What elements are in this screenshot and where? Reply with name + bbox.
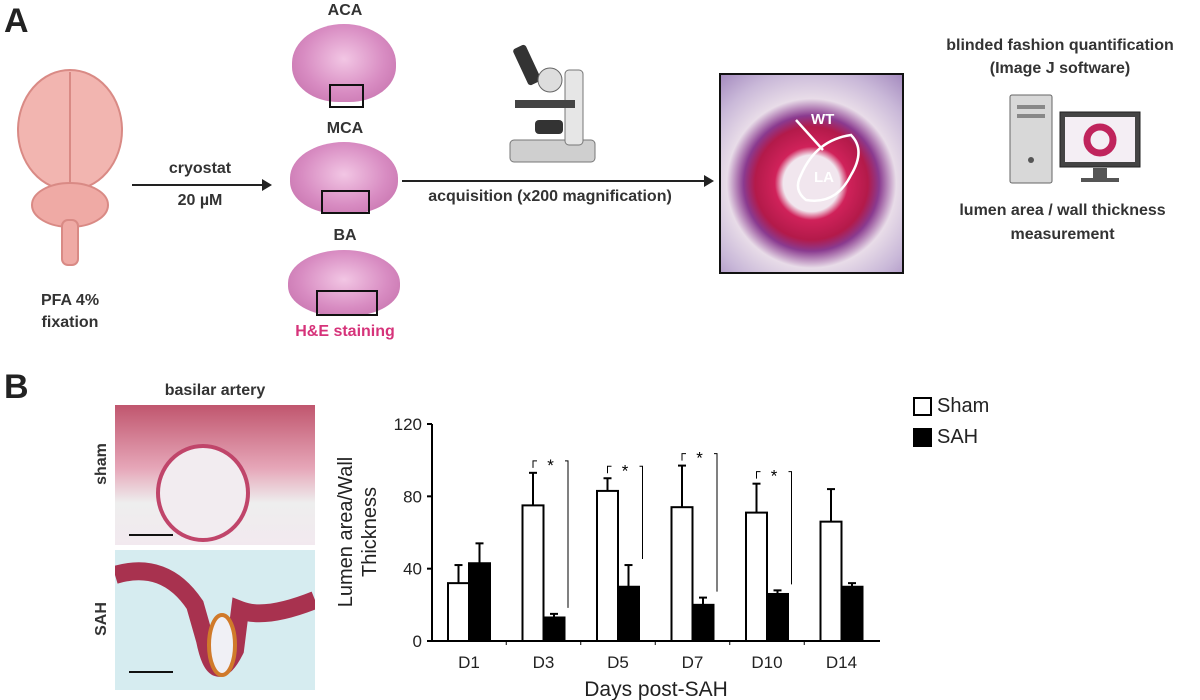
- acquisition-label: acquisition (x200 magnification): [428, 188, 672, 205]
- panel-a-label: A: [4, 2, 29, 40]
- bar-sham: [521, 504, 545, 642]
- x-tick-label: D14: [826, 653, 857, 672]
- row-label-sah: SAH: [93, 602, 110, 636]
- row-label-sham: sham: [93, 443, 110, 485]
- histology-sah: [115, 550, 315, 690]
- measure-label-1: lumen area / wall thickness: [959, 202, 1166, 219]
- legend-label-sham: Sham: [937, 395, 990, 417]
- legend-swatch-sah: [913, 428, 932, 447]
- y-tick-label: 0: [413, 632, 422, 651]
- thickness-label: 20 µM: [177, 192, 223, 209]
- bar-sham: [596, 489, 619, 642]
- brain-caption-1: PFA 4%: [40, 292, 100, 309]
- bar-chart: 0 40 80 120 Lumen area/Wall Thickness Days pos…: [335, 415, 880, 700]
- significance-bracket: [607, 465, 612, 474]
- brain-illustration: [17, 69, 123, 266]
- legend-item-sah: SAH: [913, 426, 978, 449]
- staining-label: H&E staining: [295, 323, 395, 340]
- significance-star: *: [547, 456, 554, 475]
- significance-bracket: [639, 465, 643, 560]
- x-tick-label: D5: [607, 653, 629, 672]
- y-tick-label: 80: [403, 487, 422, 506]
- y-axis-label: Thickness: [359, 487, 381, 577]
- bar-sah: [617, 585, 640, 642]
- significance-bracket: [565, 460, 569, 608]
- bar-sham: [447, 582, 470, 642]
- bar-sah: [542, 616, 566, 643]
- roi-box: [321, 190, 370, 214]
- histo-title: basilar artery: [164, 382, 266, 399]
- significance-bracket: [714, 453, 718, 592]
- cryostat-label: cryostat: [168, 160, 232, 177]
- quant-title-1: blinded fashion quantification: [946, 37, 1174, 54]
- bar-sham: [745, 511, 768, 642]
- brain-slice-ba: [288, 250, 400, 316]
- brain-slice-mca: [290, 142, 398, 214]
- legend-item-sham: Sham: [913, 395, 989, 418]
- histology-image: WT LA: [719, 73, 904, 274]
- slice-label-aca: ACA: [327, 2, 363, 19]
- x-tick-label: D10: [751, 653, 782, 672]
- histology-sham: [115, 405, 315, 545]
- significance-star: *: [622, 461, 629, 480]
- bar-sah: [691, 603, 715, 642]
- significance-bracket: [532, 460, 537, 468]
- wt-label: WT: [811, 111, 835, 128]
- significance-bracket: [788, 471, 792, 585]
- brain-slice-aca: [292, 24, 396, 102]
- legend-label-sah: SAH: [937, 426, 979, 448]
- significance-bracket: [681, 453, 686, 461]
- microscope-icon: [509, 44, 596, 163]
- arrow-icon: [132, 179, 272, 191]
- measure-label-2: measurement: [1010, 226, 1115, 243]
- significance-bracket: [756, 471, 761, 479]
- brain-caption-2: fixation: [41, 314, 99, 331]
- significance-star: *: [696, 449, 703, 468]
- x-tick-label: D3: [533, 653, 555, 672]
- bar-sah: [468, 562, 491, 642]
- quant-title-2: (Image J software): [989, 60, 1131, 77]
- y-tick-label: 40: [403, 560, 422, 579]
- arrow-icon: [402, 175, 714, 187]
- bar-sah: [766, 592, 789, 643]
- legend-swatch-sham: [913, 397, 932, 416]
- significance-star: *: [771, 467, 778, 486]
- x-tick-label: D1: [458, 653, 480, 672]
- y-tick-label: 120: [394, 415, 422, 434]
- slice-label-mca: MCA: [326, 120, 364, 137]
- y-axis-label: Lumen area/Wall: [335, 457, 357, 607]
- bar-sham: [819, 520, 843, 642]
- bar-sah: [840, 585, 864, 642]
- x-axis-label: Days post-SAH: [584, 678, 728, 700]
- slice-label-ba: BA: [333, 227, 357, 244]
- roi-box: [316, 290, 378, 316]
- roi-box: [329, 84, 364, 108]
- bar-sham: [670, 506, 694, 642]
- computer-icon: [1009, 94, 1141, 184]
- panel-b-label: B: [4, 368, 29, 406]
- la-label: LA: [814, 169, 834, 186]
- x-tick-label: D7: [682, 653, 704, 672]
